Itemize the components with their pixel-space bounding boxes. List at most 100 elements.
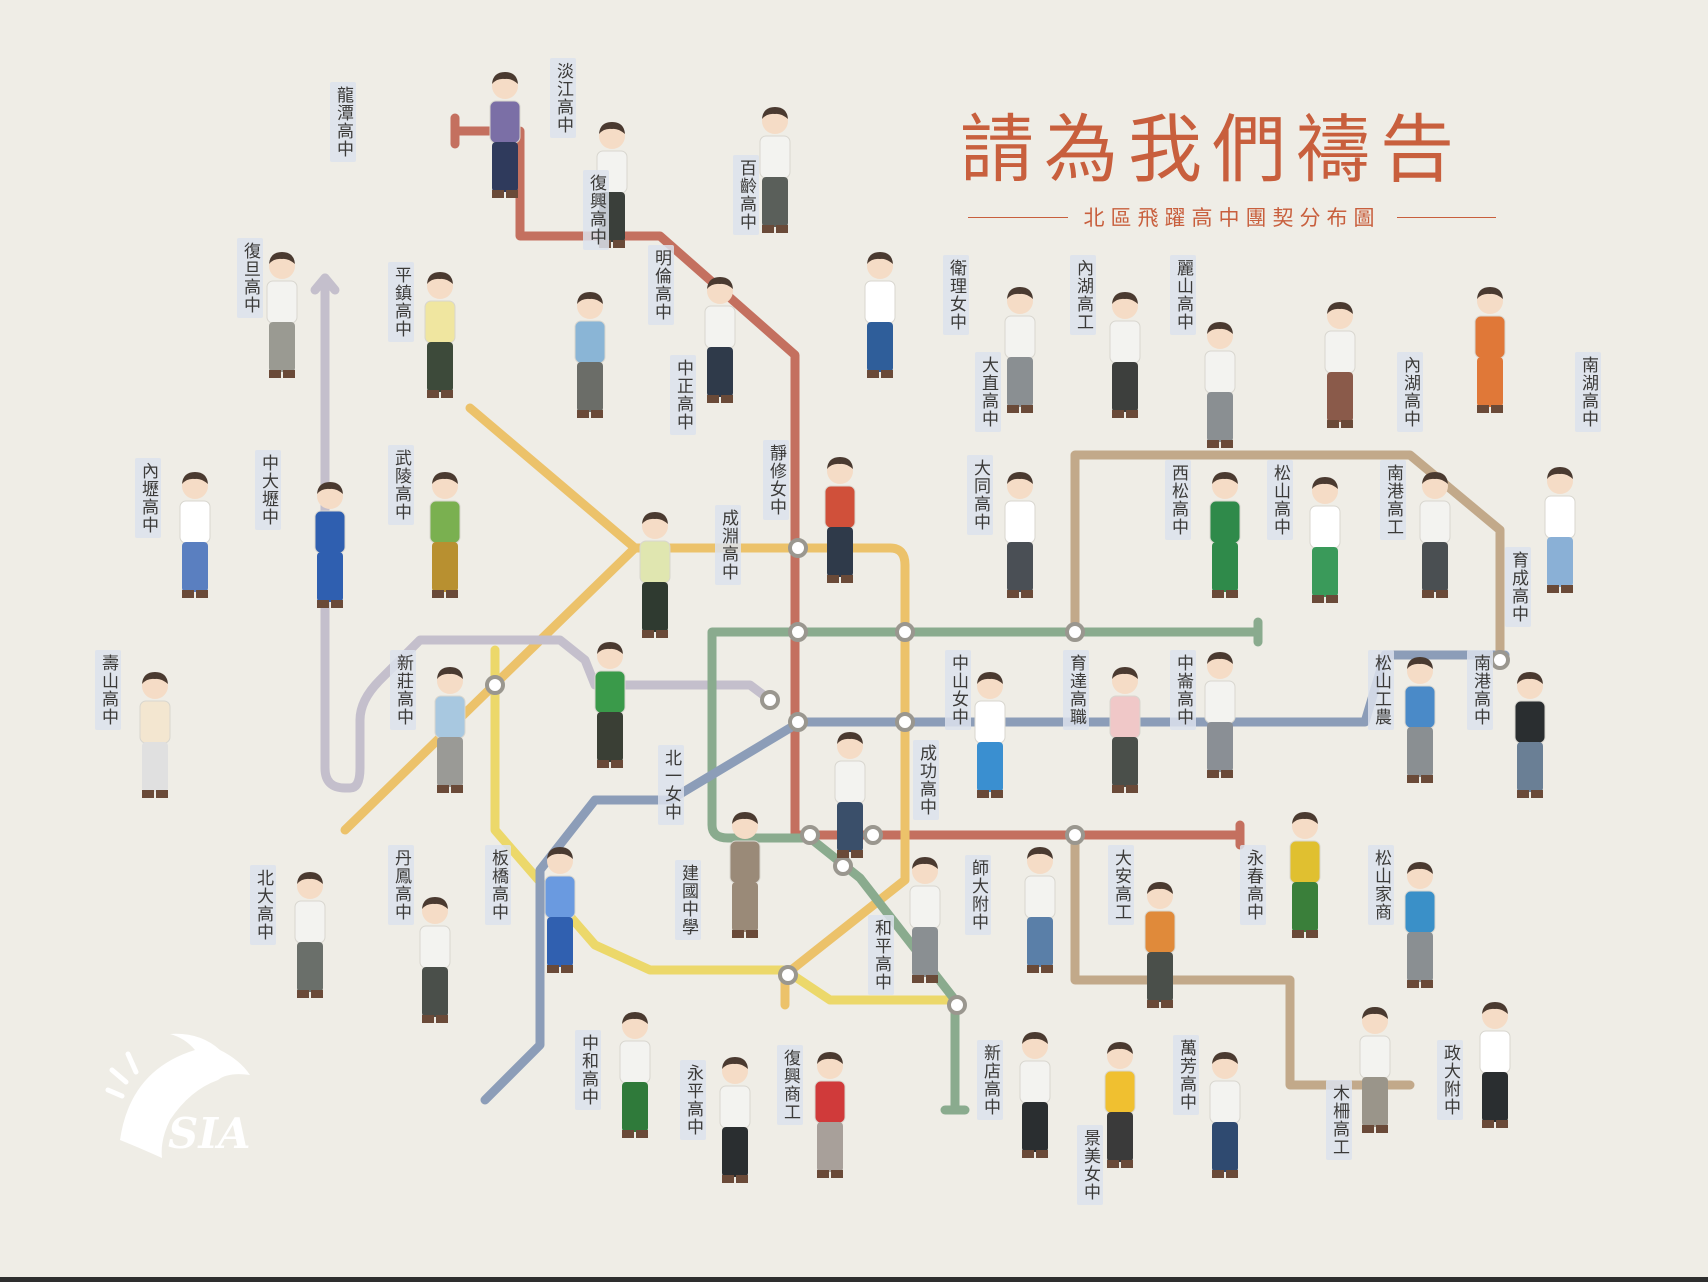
figure-top <box>266 280 298 324</box>
station <box>1065 622 1085 642</box>
figure-hair <box>269 252 295 264</box>
school-label[interactable]: 復旦高中 <box>237 238 263 318</box>
figure-shoe <box>1212 1170 1224 1178</box>
figure-bottom <box>732 882 758 932</box>
student-figure <box>639 512 671 638</box>
school-label[interactable]: 復興高中 <box>583 170 609 250</box>
school-label[interactable]: 中正高中 <box>670 355 696 435</box>
figure-shoe <box>597 760 609 768</box>
school-label[interactable]: 大直高中 <box>975 352 1001 432</box>
school-label[interactable]: 明倫高中 <box>648 245 674 325</box>
figure-hair <box>599 122 625 134</box>
student-figure <box>1204 652 1236 778</box>
figure-bottom <box>622 1082 648 1132</box>
school-label[interactable]: 北大高中 <box>250 865 276 945</box>
figure-shoe <box>547 965 559 973</box>
school-label[interactable]: 平鎮高中 <box>388 262 414 342</box>
school-label[interactable]: 百齡高中 <box>733 155 759 235</box>
figure-hair <box>1007 472 1033 484</box>
school-label[interactable]: 成功高中 <box>913 740 939 820</box>
school-label[interactable]: 靜修女中 <box>763 440 789 520</box>
figure-shoe <box>1407 775 1419 783</box>
school-label[interactable]: 景美女中 <box>1077 1125 1103 1205</box>
student-figure <box>834 732 866 858</box>
figure-top <box>1209 1080 1241 1124</box>
school-label[interactable]: 萬芳高中 <box>1173 1035 1199 1115</box>
figure-hair <box>182 472 208 484</box>
subtitle-rule-right <box>1396 216 1496 218</box>
figure-shoe <box>1306 930 1318 938</box>
figure-hair <box>492 72 518 84</box>
figure-shoe <box>841 575 853 583</box>
student-figure <box>294 872 326 998</box>
school-label[interactable]: 中大壢中 <box>255 450 281 530</box>
student-figure <box>1359 1007 1391 1133</box>
school-label[interactable]: 中和高中 <box>575 1030 601 1110</box>
student-figure <box>429 472 461 598</box>
school-label[interactable]: 復興商工 <box>777 1045 803 1125</box>
school-label[interactable]: 師大附中 <box>965 855 991 935</box>
school-label[interactable]: 新店高中 <box>977 1040 1003 1120</box>
school-label[interactable]: 南港高中 <box>1467 650 1493 730</box>
school-label[interactable]: 南港高工 <box>1380 460 1406 540</box>
school-label[interactable]: 中山女中 <box>945 650 971 730</box>
school-label[interactable]: 淡江高中 <box>550 58 576 138</box>
school-label[interactable]: 中崙高中 <box>1170 650 1196 730</box>
school-label[interactable]: 麗山高中 <box>1170 255 1196 335</box>
school-label[interactable]: 大同高中 <box>967 455 993 535</box>
subtitle-rule-left <box>968 216 1068 218</box>
school-label[interactable]: 木柵高工 <box>1326 1080 1352 1160</box>
figure-shoe <box>283 370 295 378</box>
figure-shoe <box>1531 790 1543 798</box>
school-label[interactable]: 新莊高中 <box>390 650 416 730</box>
student-figure <box>266 252 298 378</box>
school-label[interactable]: 南湖高中 <box>1575 352 1601 432</box>
figure-top <box>719 1085 751 1129</box>
figure-hair <box>1022 1032 1048 1044</box>
school-label[interactable]: 永春高中 <box>1240 845 1266 925</box>
school-label[interactable]: 政大附中 <box>1437 1040 1463 1120</box>
school-label[interactable]: 武陵高中 <box>388 445 414 525</box>
figure-shoe <box>622 1130 634 1138</box>
school-label[interactable]: 育達高職 <box>1063 650 1089 730</box>
logo-text: SIA <box>168 1109 250 1158</box>
school-label[interactable]: 育成高中 <box>1505 547 1531 627</box>
school-label[interactable]: 龍潭高中 <box>330 82 356 162</box>
school-label[interactable]: 北一女中 <box>658 745 684 825</box>
school-label[interactable]: 大安高工 <box>1108 845 1134 925</box>
figure-bottom <box>297 942 323 992</box>
figure-shoe <box>613 240 625 248</box>
school-label[interactable]: 和平高中 <box>868 915 894 995</box>
figure-bottom <box>1107 1112 1133 1162</box>
figure-shoe <box>591 410 603 418</box>
figure-top <box>424 300 456 344</box>
school-label[interactable]: 內湖高中 <box>1397 352 1423 432</box>
figure-shoe <box>1226 1170 1238 1178</box>
school-label[interactable]: 壽山高中 <box>95 650 121 730</box>
school-label[interactable]: 板橋高中 <box>485 845 511 925</box>
school-label[interactable]: 丹鳳高中 <box>388 845 414 925</box>
school-label[interactable]: 西松高中 <box>1165 460 1191 540</box>
station <box>788 538 808 558</box>
school-label[interactable]: 松山家商 <box>1368 845 1394 925</box>
figure-hair <box>1407 862 1433 874</box>
student-figure <box>909 857 941 983</box>
figure-top <box>1474 315 1506 359</box>
student-figure <box>1419 472 1451 598</box>
student-figure <box>1474 287 1506 413</box>
student-figure <box>179 472 211 598</box>
student-figure <box>489 72 521 198</box>
figure-shoe <box>732 930 744 938</box>
school-label[interactable]: 衛理女中 <box>943 255 969 335</box>
school-label[interactable]: 永平高中 <box>680 1060 706 1140</box>
figure-bottom <box>1112 362 1138 412</box>
student-figure <box>1289 812 1321 938</box>
school-label[interactable]: 松山高中 <box>1267 460 1293 540</box>
school-label[interactable]: 松山工農 <box>1368 650 1394 730</box>
school-label[interactable]: 內壢高中 <box>135 458 161 538</box>
school-label[interactable]: 建國中學 <box>675 860 701 940</box>
figure-shoe <box>561 965 573 973</box>
figure-hair <box>867 252 893 264</box>
school-label[interactable]: 內湖高工 <box>1070 255 1096 335</box>
school-label[interactable]: 成淵高中 <box>715 505 741 585</box>
